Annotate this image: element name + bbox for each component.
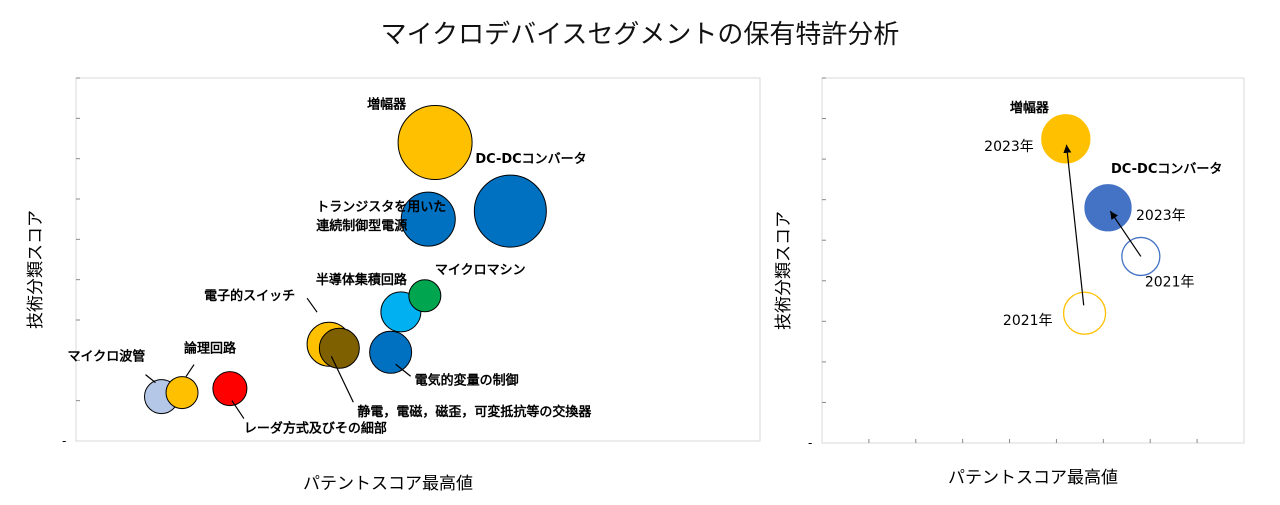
plot-frame	[821, 77, 1245, 444]
bubble-label-7: 電気的変量の制御	[415, 372, 519, 388]
bubble-label-0: 増幅器	[367, 97, 407, 113]
bubble-from-0	[1062, 291, 1107, 335]
leader-line-7	[395, 363, 412, 377]
y-axis-label: 技術分類スコア	[774, 211, 794, 330]
y-origin-label: -	[62, 434, 66, 448]
year-label-to-1: 2023年	[1136, 208, 1186, 224]
shift-arrow-0	[1063, 144, 1085, 306]
bubble-6	[318, 327, 360, 369]
bubble-9	[165, 376, 199, 410]
year-label-from-0: 2021年	[1003, 313, 1053, 329]
bubble-label-9: 論理回路	[184, 341, 237, 357]
bubble-0	[397, 105, 473, 181]
bubble-label-10: レーダ方式及びその細部	[244, 421, 387, 437]
bubble-label-6: 静電，電磁，磁歪，可変抵抗等の交換器	[357, 404, 592, 420]
x-axis-label: パテントスコア最高値	[948, 468, 1118, 488]
leader-line-8	[145, 374, 156, 384]
bubble-to-0	[1041, 114, 1091, 164]
series-label-0: 増幅器	[1010, 100, 1050, 116]
bubble-1	[473, 174, 547, 248]
chart-title: マイクロデバイスセグメントの保有特許分析	[380, 20, 900, 50]
plot-frame	[75, 77, 761, 442]
bubble-4	[408, 279, 442, 313]
bubble-label-5: 電子的スイッチ	[204, 288, 295, 304]
series-label-1: DC-DCコンバータ	[1111, 162, 1222, 177]
bubble-label-1: DC-DCコンバータ	[475, 152, 586, 167]
bubble-label-2: トランジスタを用いた	[316, 200, 446, 215]
y-origin-label: -	[808, 436, 812, 450]
leader-line-5	[306, 297, 318, 313]
year-label-from-1: 2021年	[1145, 274, 1195, 290]
y-axis-label: 技術分類スコア	[26, 210, 46, 329]
yearly-shift-panel: - パテントスコア最高値 技術分類スコア 増幅器 2023年 2021年 DC-DCコンバー…	[774, 77, 1245, 488]
segment-overview-panel: - パテントスコア最高値 技術分類スコア 増幅器 DC-DCコンバータトランジスタを用い…	[26, 77, 761, 494]
bubble-7	[369, 330, 413, 374]
bubble-10	[212, 371, 248, 407]
bubble-to-1	[1084, 184, 1132, 232]
bubble-label-3: 半導体集積回路	[316, 272, 408, 288]
shift-arrow-1	[1109, 210, 1142, 257]
bubble-2	[400, 191, 456, 247]
leader-line-10	[231, 400, 245, 419]
bubble-label2-2: 連続制御型電源	[316, 218, 407, 234]
leader-line-6	[330, 355, 354, 403]
leader-line-9	[185, 364, 195, 377]
year-label-to-0: 2023年	[984, 139, 1034, 155]
bubble-label-8: マイクロ波管	[68, 349, 146, 365]
bubble-label-4: マイクロマシン	[435, 263, 526, 278]
x-axis-label: パテントスコア最高値	[303, 474, 473, 494]
